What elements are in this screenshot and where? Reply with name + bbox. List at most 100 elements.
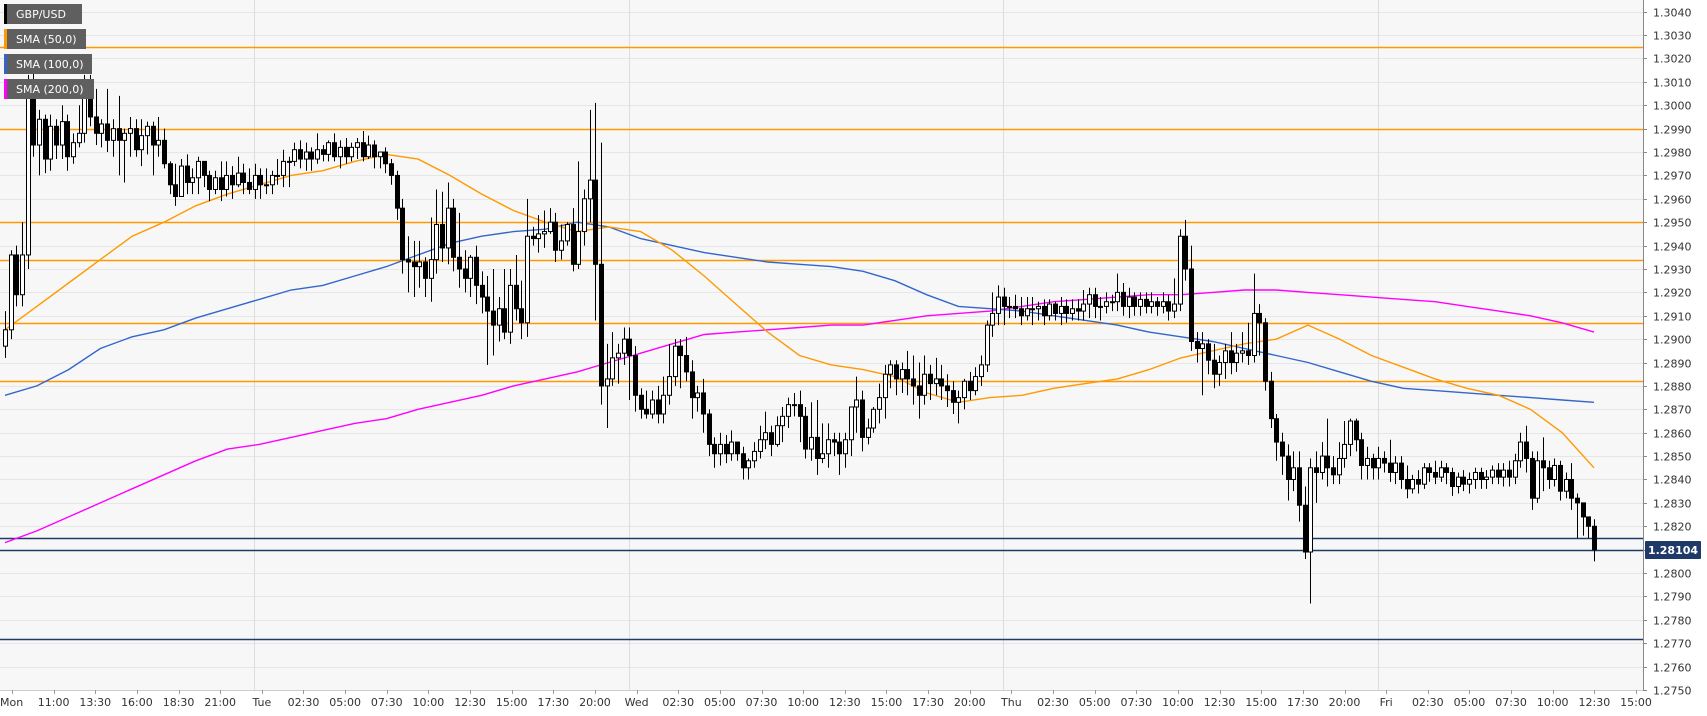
x-tick-label: 20:00: [954, 696, 986, 709]
candle: [1178, 229, 1183, 312]
candle: [1263, 318, 1268, 391]
candle: [298, 140, 303, 169]
candle-body-up: [287, 160, 292, 163]
candle-body-up: [37, 118, 42, 146]
candle: [1456, 472, 1461, 494]
candle: [26, 74, 31, 269]
candle-body-up: [156, 139, 161, 146]
candle: [1007, 297, 1012, 319]
candle: [571, 208, 576, 272]
candle: [928, 364, 933, 400]
candle: [1416, 470, 1421, 494]
candle-body-up: [956, 397, 961, 403]
candle: [241, 163, 246, 195]
candle-body-down: [230, 174, 235, 186]
candle: [37, 109, 42, 176]
x-axis-ticks: Mon 11:00 13:30 16:00 18:30 21:00 Tue 02:30 05:0…: [0, 690, 1652, 709]
candle-body-up: [1337, 457, 1342, 476]
candle-body-down: [571, 224, 576, 265]
candle-body-down: [173, 184, 178, 197]
candle: [877, 383, 882, 424]
candle: [849, 406, 854, 457]
candle-body-up: [990, 312, 995, 326]
candle: [1518, 432, 1523, 468]
candle-body-down: [298, 149, 303, 160]
y-tick-label: 1.2820: [1653, 521, 1692, 534]
candle-body-down: [344, 146, 349, 158]
x-tick-label: 10:00: [1162, 696, 1194, 709]
candle: [729, 430, 734, 461]
candle-body-up: [468, 256, 473, 279]
candle-body-up: [1348, 420, 1353, 445]
candle-body-up: [1393, 462, 1398, 473]
candle-body-up: [673, 345, 678, 378]
y-tick-label: 1.2890: [1653, 358, 1692, 371]
candle: [446, 182, 451, 265]
candle-body-up: [253, 174, 258, 190]
candle-body-up: [60, 121, 65, 146]
candle: [485, 276, 490, 365]
candle: [820, 423, 825, 464]
candle-body-up: [224, 174, 229, 190]
candle-body-up: [264, 184, 269, 187]
candle: [168, 161, 173, 195]
candle: [911, 355, 916, 405]
legend-badge: [4, 79, 94, 99]
candle-body-up: [179, 165, 184, 197]
candle: [962, 378, 967, 410]
x-tick-label: 05:00: [1454, 696, 1486, 709]
candle: [883, 364, 888, 419]
candle: [1541, 437, 1546, 492]
x-tick-label: 17:30: [1287, 696, 1319, 709]
candle-body-down: [724, 443, 729, 455]
candle: [361, 130, 366, 162]
candle: [559, 224, 564, 260]
candle: [378, 151, 383, 169]
candle: [519, 280, 524, 340]
x-tick-label: 18:30: [163, 696, 195, 709]
candle: [803, 406, 808, 459]
horizontal-levels: [0, 46, 1643, 641]
candle: [247, 168, 252, 195]
last-price-badge: 1.28104: [1645, 541, 1701, 559]
candle-body-down: [701, 392, 706, 415]
y-tick-label: 1.2880: [1653, 381, 1692, 394]
candle: [1382, 451, 1387, 473]
candle-body-down: [1206, 343, 1211, 361]
candles: [3, 72, 1597, 604]
candle: [582, 189, 587, 246]
candle: [185, 154, 190, 195]
candle-body-up: [111, 128, 116, 141]
candle-body-down: [219, 177, 224, 190]
sma-200-line: [4, 289, 1595, 544]
candle: [1422, 463, 1427, 489]
x-tick-label: 07:30: [1120, 696, 1152, 709]
legend-badge: [4, 4, 82, 24]
candle-body-up: [417, 261, 422, 268]
candle-body-down: [684, 355, 689, 373]
candle: [514, 254, 519, 321]
candle: [1473, 467, 1478, 489]
candle: [746, 458, 751, 480]
candle: [815, 399, 820, 475]
candle: [684, 336, 689, 382]
candle-body-up: [758, 439, 763, 452]
candle: [315, 133, 320, 164]
candle-body-up: [1087, 294, 1092, 305]
candle-body-down: [168, 163, 173, 186]
candle: [945, 374, 950, 407]
candle: [77, 105, 82, 148]
candle: [843, 432, 848, 468]
y-tick-label: 1.3020: [1653, 53, 1692, 66]
candle-body-up: [1007, 305, 1012, 308]
candle-body-up: [26, 81, 31, 256]
candle-body-up: [565, 224, 570, 242]
candle: [173, 163, 178, 206]
candle: [99, 119, 104, 148]
x-tick-label: Fri: [1380, 696, 1393, 709]
candle-body-down: [1093, 294, 1098, 307]
candle: [894, 360, 899, 396]
candle-body-down: [474, 256, 479, 286]
candle: [1490, 465, 1495, 485]
candle-body-down: [599, 263, 604, 387]
